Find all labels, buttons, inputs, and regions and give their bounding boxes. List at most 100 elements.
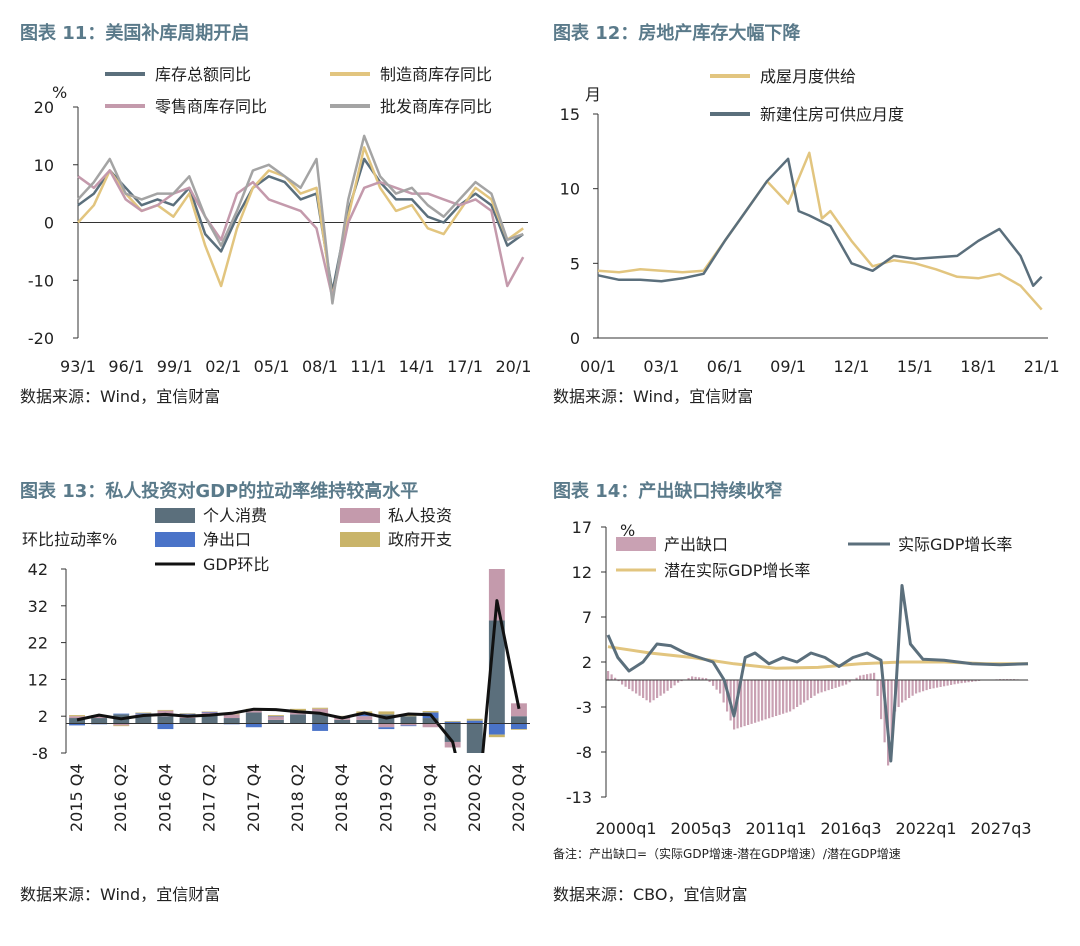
c13-bar [422, 711, 439, 713]
c12-xtick: 12/1 [834, 357, 870, 376]
c14-gap-bar [677, 680, 680, 683]
c14-gap-bar [810, 680, 813, 698]
c13-bar [135, 712, 152, 714]
c14-gap-bar [813, 680, 816, 696]
c13-bar [267, 716, 284, 720]
c12-xtick: 21/1 [1024, 357, 1060, 376]
c14-gap-bar [904, 680, 907, 701]
c13-bar [312, 723, 329, 731]
c14-gap-bar [666, 680, 669, 691]
c14-gap-bar [960, 680, 963, 684]
c14-gap-bar [614, 677, 617, 680]
c14-gap-bar [845, 680, 848, 685]
c14-ytick: 2 [582, 653, 592, 672]
c13-bar [201, 711, 218, 712]
c13-bar [223, 718, 240, 724]
c13-legend-swatch [155, 508, 195, 523]
c14-gap-bar [943, 680, 946, 687]
c13-bar [422, 718, 439, 724]
c13-bar [400, 716, 417, 724]
c14-legend-label: 潜在实际GDP增长率 [664, 561, 810, 580]
c14-gap-bar [782, 680, 785, 714]
c12-xtick: 00/1 [580, 357, 616, 376]
c11-xtick: 05/1 [254, 357, 290, 376]
c13-ytick: -8 [32, 744, 48, 763]
c13-legend-swatch [340, 508, 380, 523]
c14-gap-bar [817, 680, 820, 694]
c14-gap-bar [698, 677, 701, 680]
c13-bar [400, 725, 417, 727]
c11-ytick: 0 [44, 214, 54, 233]
c14-gap-bar [733, 680, 736, 730]
c14-gap-bar [803, 680, 806, 703]
c14-gap-bar [778, 680, 781, 715]
c11-y-unit: % [52, 83, 67, 102]
c14-gap-bar [873, 672, 876, 680]
c14-gap-bar [901, 680, 904, 703]
c14-gap-bar [831, 680, 834, 689]
c14-gap-bar [936, 680, 939, 688]
c14-gap-bar [908, 680, 911, 698]
c11-series-line [77, 169, 525, 299]
c14-gap-bar [789, 680, 792, 712]
c12-title: 图表 12：房地产库存大幅下降 [553, 22, 801, 44]
c13-bar [356, 713, 373, 717]
c14-gap-bar [775, 680, 778, 716]
c14-xtick: 2011q1 [745, 819, 806, 838]
c14-gap-bar [680, 680, 683, 682]
c14-xtick: 2005q3 [670, 819, 731, 838]
c14-gap-bar [841, 680, 844, 686]
c14-gap-bar [607, 671, 610, 680]
c14-legend-label: 实际GDP增长率 [898, 535, 1012, 554]
c13-bar [267, 715, 284, 717]
c14-ytick: -8 [576, 743, 592, 762]
c13-bar [466, 718, 483, 721]
c14-gap-bar [712, 680, 715, 686]
c13-bar [290, 708, 306, 711]
c13-legend-label: 个人消费 [203, 506, 267, 525]
c14-gap-bar [918, 680, 921, 693]
c13-bar [245, 710, 262, 713]
c13-title: 图表 13：私人投资对GDP的拉动率维持较高水平 [20, 480, 418, 502]
c11-xtick: 20/1 [496, 357, 532, 376]
c14-gap-bar [862, 674, 865, 680]
c11-xtick: 14/1 [399, 357, 435, 376]
c11-legend-label: 批发商库存同比 [380, 97, 492, 116]
c12-ytick: 15 [560, 105, 580, 124]
c13-bar [290, 712, 306, 715]
c13-bar [223, 714, 240, 719]
c14-gap-bar [691, 676, 694, 680]
c13-xtick: 2019 Q4 [421, 763, 440, 832]
c12-ytick: 0 [570, 329, 580, 348]
c13-bar [290, 714, 306, 724]
c14-gap-bar [971, 680, 974, 682]
c13-bar [356, 719, 373, 724]
c13-bar [91, 718, 108, 724]
c13-bar [113, 725, 130, 727]
c14-gap-bar [925, 680, 928, 691]
c13-legend-label: 政府开支 [388, 530, 452, 549]
c12-y-unit: 月 [585, 85, 601, 104]
c13-bar [400, 715, 417, 717]
c13-ytick: 42 [28, 560, 48, 579]
c13-bar [488, 723, 505, 735]
c14-gap-bar [876, 680, 879, 696]
c13-bar [378, 711, 395, 715]
c14-gap-bar [708, 680, 711, 683]
c12-ytick: 10 [560, 180, 580, 199]
c14-gap-bar [897, 680, 900, 707]
c11-ytick: 10 [34, 156, 54, 175]
c12-ytick: 5 [570, 254, 580, 273]
c14-gap-bar [621, 680, 624, 685]
c14-gap-bar [967, 680, 970, 683]
c14-gap-bar [768, 680, 771, 719]
c13-xtick: 2020 Q4 [509, 763, 528, 832]
c14-legend-swatch [616, 537, 656, 551]
c14-gap-bar [701, 677, 704, 680]
c14-gap-bar [740, 680, 743, 728]
c12-source: 数据来源：Wind，宜信财富 [553, 387, 753, 406]
c14-gap-bar [673, 680, 676, 686]
c13-bar [157, 723, 174, 730]
c14-gap-bar [631, 680, 634, 692]
c11-ytick: 20 [34, 98, 54, 117]
